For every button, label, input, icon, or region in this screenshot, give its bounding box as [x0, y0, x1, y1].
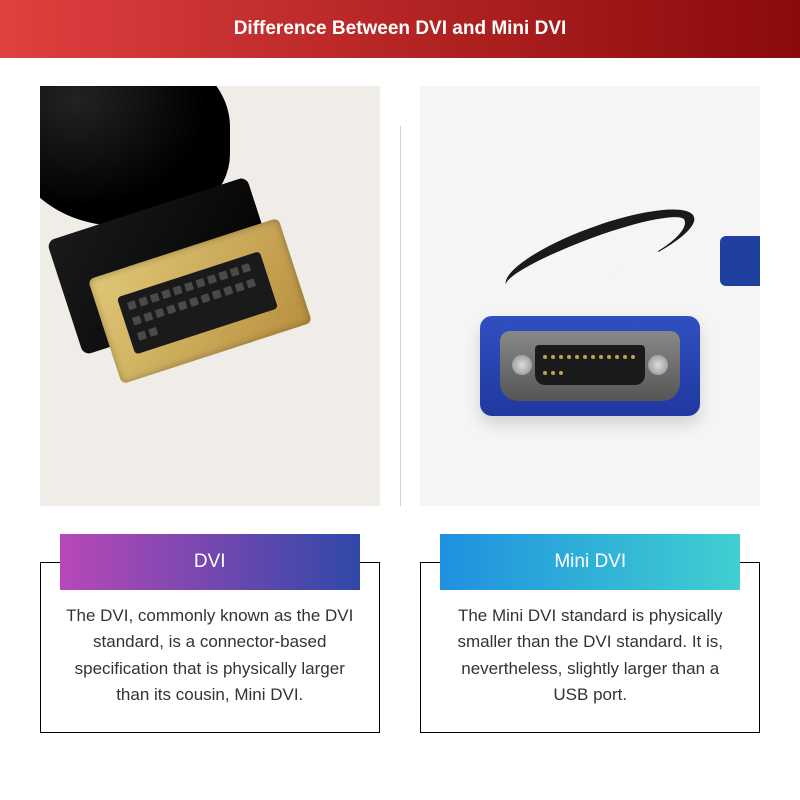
dvi-image	[40, 86, 380, 506]
dvi-description: The DVI, commonly known as the DVI stand…	[66, 606, 353, 704]
page-title: Difference Between DVI and Mini DVI	[234, 18, 567, 40]
dvi-label-box: DVI	[60, 534, 360, 590]
header-banner: Difference Between DVI and Mini DVI	[0, 0, 800, 58]
mini-dvi-description: The Mini DVI standard is physically smal…	[457, 606, 723, 704]
mini-dvi-label-box: Mini DVI	[440, 534, 740, 590]
dvi-label: DVI	[194, 551, 226, 573]
mini-dvi-label: Mini DVI	[554, 551, 626, 573]
left-column: DVI The DVI, commonly known as the DVI s…	[20, 86, 400, 780]
right-column: Mini DVI The Mini DVI standard is physic…	[401, 86, 781, 780]
mini-dvi-image	[420, 86, 760, 506]
comparison-container: DVI The DVI, commonly known as the DVI s…	[0, 58, 800, 800]
